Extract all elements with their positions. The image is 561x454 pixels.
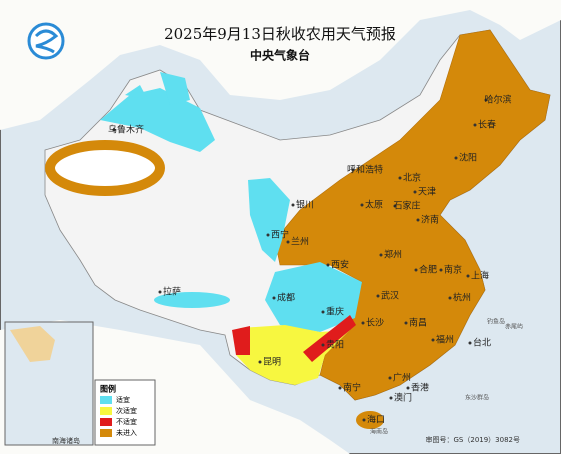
city-label: 乌鲁木齐 — [108, 124, 144, 136]
city-label: 南昌 — [409, 317, 427, 329]
city-dot — [112, 128, 116, 132]
city-label: 北京 — [403, 172, 421, 184]
zone-suitable — [265, 262, 362, 332]
city-dot — [439, 268, 443, 272]
island-label: 钓鱼岛 — [487, 318, 505, 326]
zone-suitable — [125, 72, 190, 105]
city-label: 沈阳 — [459, 152, 477, 164]
island-label: 赤尾屿 — [505, 323, 523, 331]
city-label: 广州 — [393, 372, 411, 384]
city-label: 昆明 — [263, 357, 281, 368]
city-dot — [351, 168, 355, 172]
legend-swatch — [100, 396, 112, 404]
legend-label: 未进入 — [116, 428, 137, 437]
city-label: 天津 — [418, 187, 436, 198]
city-dot — [413, 190, 417, 194]
city-label: 郑州 — [384, 249, 402, 261]
city-label: 太原 — [365, 199, 383, 211]
legend-label: 次适宜 — [116, 406, 137, 415]
zone-suitable — [154, 292, 230, 308]
zone-unsuitable — [303, 315, 356, 362]
city-label: 香港 — [411, 382, 429, 394]
city-label: 台北 — [473, 337, 491, 349]
legend-swatch — [100, 418, 112, 426]
legend-swatch — [100, 429, 112, 437]
city-label: 济南 — [421, 214, 439, 226]
city-label: 石家庄 — [393, 200, 420, 212]
city-dot — [448, 296, 452, 300]
legend-swatch — [100, 407, 112, 415]
zone-unsuitable — [232, 326, 250, 355]
legend-label: 适宜 — [116, 395, 130, 404]
city-label: 成都 — [277, 292, 295, 304]
city-label: 合肥 — [419, 264, 437, 276]
city-label: 南宁 — [343, 382, 361, 394]
city-dot — [473, 123, 477, 127]
city-dot — [454, 156, 458, 160]
city-label: 哈尔滨 — [484, 94, 511, 106]
zone-suitable — [248, 178, 290, 262]
city-label: 西宁 — [271, 229, 289, 241]
city-label: 武汉 — [381, 290, 399, 302]
city-dot — [398, 176, 402, 180]
title: 2025年9月13日秋收农用天气预报 — [164, 25, 396, 43]
city-dot — [321, 310, 325, 314]
review-number: 审图号：GS（2019）3082号 — [426, 435, 521, 444]
city-dot — [468, 341, 472, 345]
city-dot — [404, 321, 408, 325]
city-label: 海口 — [367, 414, 385, 426]
inset-label: 南海诸岛 — [52, 436, 80, 445]
subtitle: 中央气象台 — [250, 48, 310, 63]
city-dot — [414, 268, 418, 272]
city-dot — [484, 98, 488, 102]
logo — [34, 29, 59, 54]
city-label: 长沙 — [366, 317, 384, 329]
city-label: 福州 — [436, 334, 454, 346]
city-dot — [291, 203, 295, 207]
city-label: 上海 — [471, 270, 489, 282]
hainan — [356, 411, 384, 429]
city-dot — [406, 386, 410, 390]
city-dot — [466, 274, 470, 278]
legend-label: 不适宜 — [116, 417, 137, 426]
city-dot — [326, 263, 330, 267]
city-dot — [393, 204, 397, 208]
city-dot — [389, 396, 393, 400]
city-label: 兰州 — [291, 236, 309, 248]
city-label: 澳门 — [394, 392, 412, 404]
city-dot — [258, 360, 262, 364]
zone-suitable — [100, 88, 215, 152]
city-dot — [361, 321, 365, 325]
city-dot — [360, 203, 364, 207]
city-dot — [321, 343, 325, 347]
city-dot — [379, 253, 383, 257]
city-label: 拉萨 — [163, 286, 181, 298]
city-label: 呼和浩特 — [347, 164, 383, 176]
city-label: 贵阳 — [326, 339, 344, 351]
city-dot — [376, 294, 380, 298]
city-dot — [416, 218, 420, 222]
legend-title: 图例 — [100, 384, 116, 394]
city-label: 长春 — [478, 119, 496, 131]
inset-land — [10, 326, 55, 362]
island-label: 东沙群岛 — [465, 394, 489, 402]
city-dot — [272, 296, 276, 300]
city-dot — [362, 418, 366, 422]
city-label: 南京 — [444, 264, 462, 276]
island-label: 海南岛 — [370, 428, 388, 436]
city-dot — [266, 233, 270, 237]
city-label: 重庆 — [326, 306, 344, 318]
zone-not-entered — [45, 140, 165, 196]
city-label: 西安 — [331, 259, 349, 271]
city-dot — [158, 290, 162, 294]
city-dot — [388, 376, 392, 380]
city-dot — [338, 386, 342, 390]
city-dot — [286, 240, 290, 244]
city-label: 杭州 — [453, 292, 471, 304]
city-label: 银川 — [296, 199, 314, 211]
city-dot — [431, 338, 435, 342]
